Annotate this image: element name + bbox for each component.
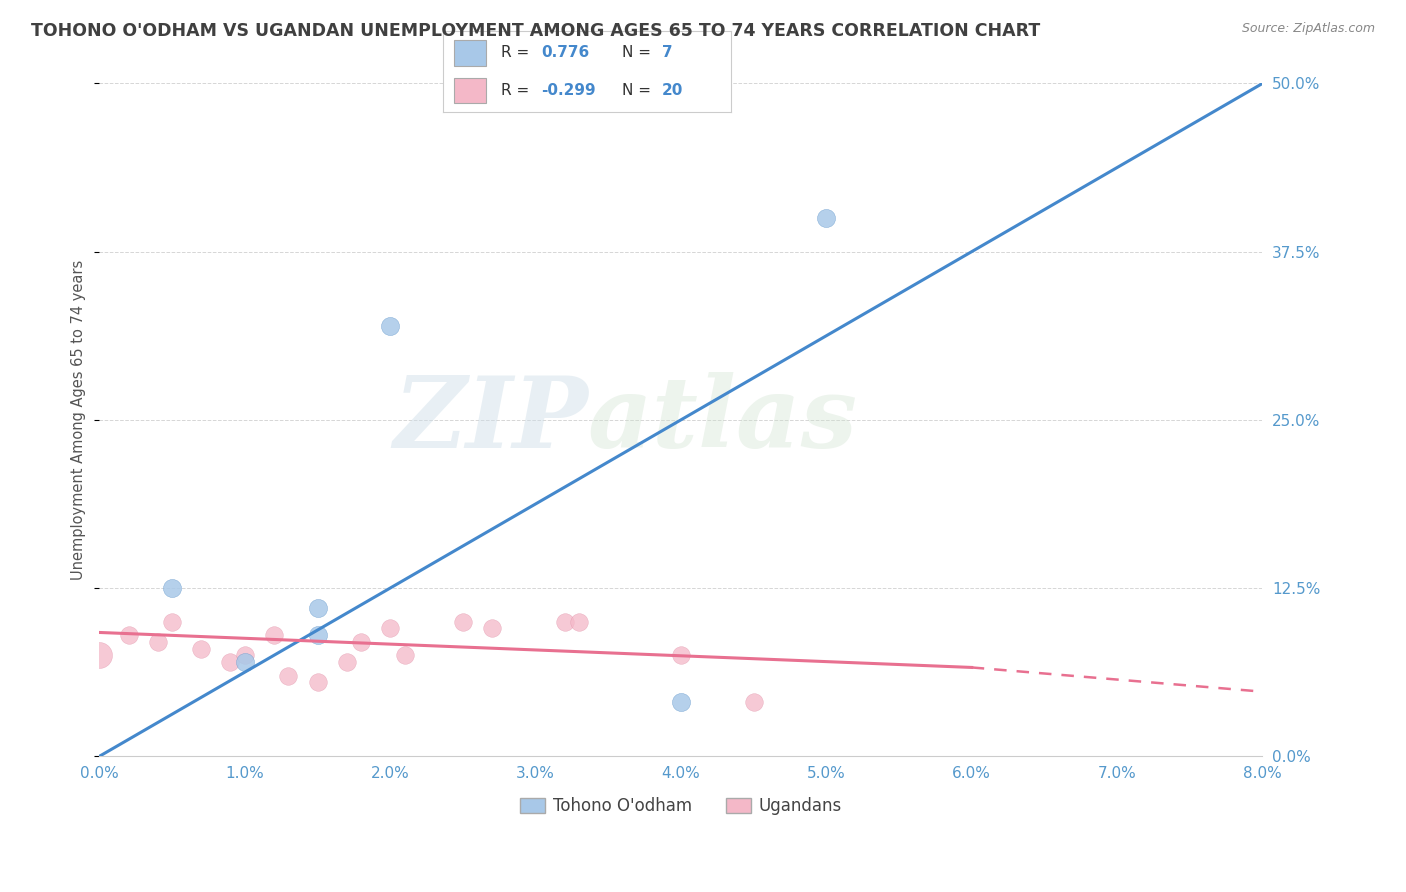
Point bbox=[815, 211, 838, 225]
Point bbox=[117, 628, 139, 642]
Point bbox=[742, 695, 765, 709]
Y-axis label: Unemployment Among Ages 65 to 74 years: Unemployment Among Ages 65 to 74 years bbox=[72, 260, 86, 580]
Point bbox=[219, 655, 242, 669]
FancyBboxPatch shape bbox=[454, 40, 486, 66]
Text: 7: 7 bbox=[662, 45, 672, 61]
FancyBboxPatch shape bbox=[454, 78, 486, 103]
Point bbox=[451, 615, 474, 629]
Point bbox=[380, 318, 402, 333]
Text: atlas: atlas bbox=[588, 372, 858, 468]
Text: Source: ZipAtlas.com: Source: ZipAtlas.com bbox=[1241, 22, 1375, 36]
Point bbox=[263, 628, 285, 642]
Point bbox=[336, 655, 359, 669]
Text: -0.299: -0.299 bbox=[541, 83, 596, 98]
Text: R =: R = bbox=[501, 45, 534, 61]
Point bbox=[160, 581, 183, 595]
Point bbox=[146, 635, 169, 649]
Text: 0.776: 0.776 bbox=[541, 45, 589, 61]
Text: R =: R = bbox=[501, 83, 534, 98]
Text: 20: 20 bbox=[662, 83, 683, 98]
Point bbox=[481, 622, 503, 636]
Legend: Tohono O'odham, Ugandans: Tohono O'odham, Ugandans bbox=[513, 790, 849, 822]
Point bbox=[380, 622, 402, 636]
Point bbox=[89, 648, 111, 663]
Point bbox=[307, 628, 329, 642]
Point bbox=[554, 615, 576, 629]
Point bbox=[307, 675, 329, 690]
Point bbox=[233, 648, 256, 663]
Point bbox=[277, 668, 299, 682]
Point bbox=[307, 601, 329, 615]
Point bbox=[669, 648, 692, 663]
Text: ZIP: ZIP bbox=[392, 372, 588, 468]
Text: TOHONO O'ODHAM VS UGANDAN UNEMPLOYMENT AMONG AGES 65 TO 74 YEARS CORRELATION CHA: TOHONO O'ODHAM VS UGANDAN UNEMPLOYMENT A… bbox=[31, 22, 1040, 40]
Point bbox=[160, 615, 183, 629]
Point bbox=[669, 695, 692, 709]
Text: N =: N = bbox=[621, 45, 655, 61]
Text: N =: N = bbox=[621, 83, 655, 98]
Point bbox=[190, 641, 212, 656]
Point bbox=[394, 648, 416, 663]
Point bbox=[233, 655, 256, 669]
Point bbox=[350, 635, 373, 649]
Point bbox=[568, 615, 591, 629]
